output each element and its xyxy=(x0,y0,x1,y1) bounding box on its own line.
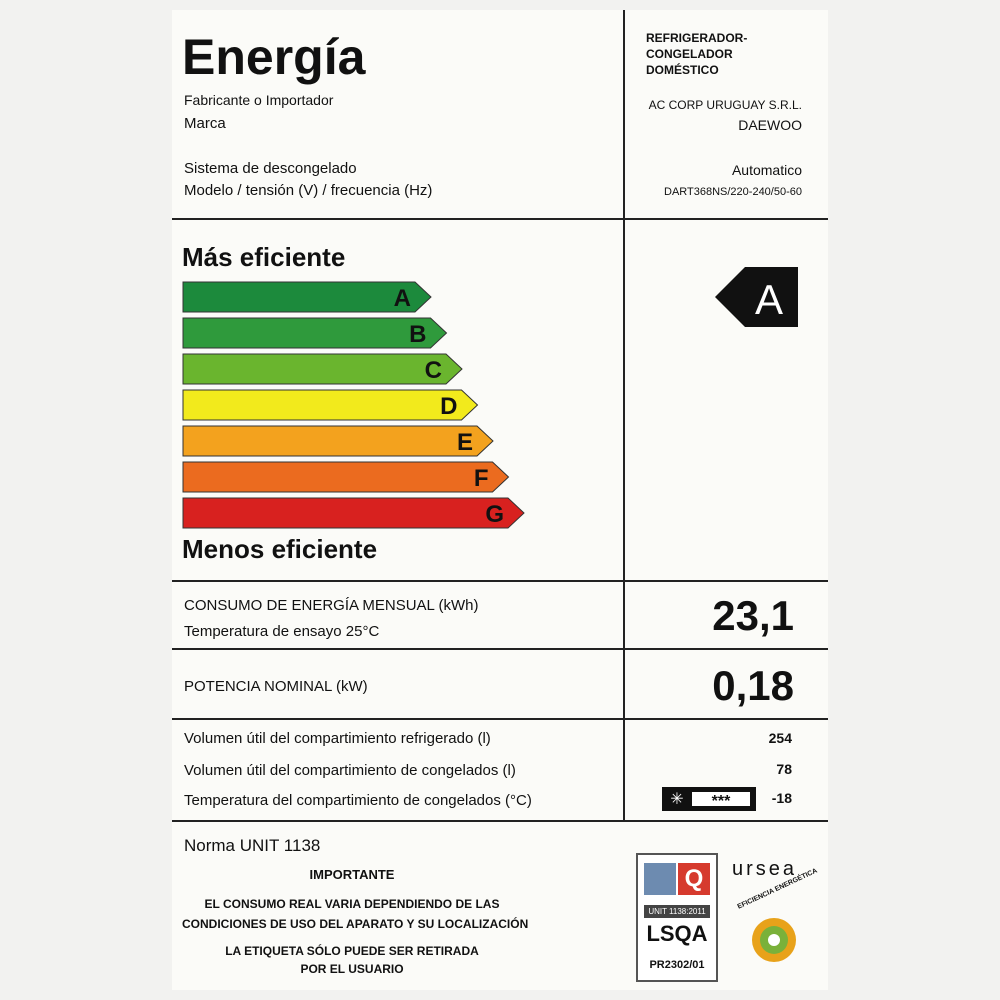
svg-text:✳: ✳ xyxy=(670,791,683,808)
cert-name: LSQA xyxy=(646,921,708,946)
field-value: AC CORP URUGUAY S.R.L. xyxy=(648,98,802,112)
cert-norm: UNIT 1138:2011 xyxy=(644,905,710,918)
line: POR EL USUARIO xyxy=(300,962,404,976)
class-bar xyxy=(182,497,525,529)
line: CONDICIONES DE USO DEL APARATO Y SU LOCA… xyxy=(182,917,529,931)
class-bar xyxy=(182,461,510,493)
star-icon: ✳ *** xyxy=(662,787,756,811)
scale-top-label: Más eficiente xyxy=(182,242,346,272)
line: DOMÉSTICO xyxy=(646,63,719,77)
product-type: REFRIGERADOR- CONGELADOR DOMÉSTICO xyxy=(646,30,747,78)
volume-value: 254 xyxy=(768,730,792,746)
class-letter: G xyxy=(485,501,504,528)
field-value: Automatico xyxy=(731,162,802,178)
field-value: DAEWOO xyxy=(738,117,802,133)
class-bar xyxy=(182,389,479,421)
cert-icon xyxy=(644,863,676,895)
line: LA ETIQUETA SÓLO PUEDE SER RETIRADA xyxy=(225,944,479,958)
scale-bottom-label: Menos eficiente xyxy=(182,534,378,564)
class-bar xyxy=(182,281,432,313)
class-bar xyxy=(182,425,494,457)
field-label: Fabricante o Importador xyxy=(184,92,334,108)
field-label: Modelo / tensión (V) / frecuencia (Hz) xyxy=(184,182,433,199)
divider xyxy=(172,648,828,650)
consumption-label: CONSUMO DE ENERGÍA MENSUAL (kWh) xyxy=(184,597,479,614)
volume-label: Volumen útil del compartimiento de conge… xyxy=(184,762,516,779)
line: CONGELADOR xyxy=(646,47,733,61)
power-value: 0,18 xyxy=(712,662,794,709)
energy-label: Energía REFRIGERADOR- CONGELADOR DOMÉSTI… xyxy=(172,10,828,990)
line: REFRIGERADOR- xyxy=(646,31,748,45)
title: Energía xyxy=(182,29,366,85)
seal xyxy=(752,918,796,962)
rating-letter: A xyxy=(755,276,783,323)
volume-value: -18 xyxy=(771,790,792,806)
rating-arrow xyxy=(715,267,798,327)
class-letter: A xyxy=(394,285,411,312)
notice: EL CONSUMO REAL VARIA DEPENDIENDO DE LAS… xyxy=(182,894,529,934)
class-bar xyxy=(182,317,448,349)
volume-label: Temperatura del compartimiento de congel… xyxy=(184,792,532,809)
important: IMPORTANTE xyxy=(309,867,395,882)
agency: ursea xyxy=(732,858,798,880)
field-value: DART368NS/220-240/50-60 xyxy=(664,186,802,198)
divider xyxy=(172,580,828,582)
notice: LA ETIQUETA SÓLO PUEDE SER RETIRADA POR … xyxy=(182,942,522,978)
field-label: Marca xyxy=(184,115,226,132)
cert-code: PR2302/01 xyxy=(649,959,705,971)
svg-text:***: *** xyxy=(712,793,731,810)
consumption-sublabel: Temperatura de ensayo 25°C xyxy=(184,623,380,640)
line: EL CONSUMO REAL VARIA DEPENDIENDO DE LAS xyxy=(204,897,500,911)
class-letter: D xyxy=(440,393,457,420)
class-letter: E xyxy=(457,429,473,456)
class-letter: F xyxy=(474,465,489,492)
divider xyxy=(172,218,828,220)
divider xyxy=(172,718,828,720)
divider xyxy=(172,820,828,822)
norma: Norma UNIT 1138 xyxy=(184,836,321,855)
class-bar xyxy=(182,353,463,385)
divider xyxy=(623,10,625,820)
volume-value: 78 xyxy=(776,761,792,777)
class-letter: C xyxy=(425,357,442,384)
consumption-value: 23,1 xyxy=(712,592,794,639)
class-letter: B xyxy=(409,321,426,348)
field-label: Sistema de descongelado xyxy=(184,160,357,177)
volume-label: Volumen útil del compartimiento refriger… xyxy=(184,730,491,747)
cert-logo: Q UNIT 1138:2011 LSQA PR2302/01 xyxy=(636,853,718,982)
power-label: POTENCIA NOMINAL (kW) xyxy=(184,678,368,695)
